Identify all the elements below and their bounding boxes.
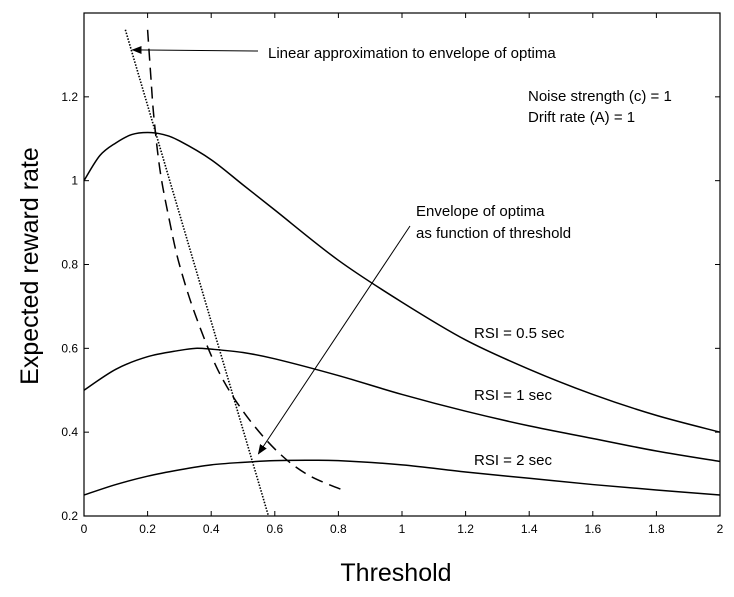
noise-strength-label: Noise strength (c) = 1: [528, 88, 672, 105]
rsi-1-label: RSI = 1 sec: [474, 387, 552, 404]
series-layer: [83, 29, 721, 517]
y-tick-label: 0.6: [61, 341, 78, 355]
series-line-0: [83, 131, 721, 433]
linear-approx-label: Linear approximation to envelope of opti…: [268, 45, 556, 62]
x-tick-label: 0.2: [139, 522, 156, 536]
envelope-label-line2: as function of threshold: [416, 225, 571, 242]
x-tick-label: 1.2: [457, 522, 474, 536]
x-tick-label: 0.8: [330, 522, 347, 536]
rsi-2-label: RSI = 2 sec: [474, 452, 552, 469]
series-line-3: [146, 29, 346, 492]
envelope-arrow: [257, 225, 411, 455]
y-tick-label: 1: [71, 174, 78, 188]
y-tick-label: 1.2: [61, 90, 78, 104]
rsi-05-label: RSI = 0.5 sec: [474, 325, 565, 342]
x-tick-label: 1: [399, 522, 406, 536]
x-tick-label: 0: [81, 522, 88, 536]
x-tick-label: 1.4: [521, 522, 538, 536]
x-tick-label: 2: [717, 522, 724, 536]
envelope-label-line1: Envelope of optima: [416, 203, 545, 220]
series-line-1: [83, 347, 721, 463]
x-axis-title: Threshold: [340, 559, 451, 587]
series-line-2: [83, 459, 721, 496]
y-tick-label: 0.4: [61, 425, 78, 439]
y-tick-label: 0.8: [61, 258, 78, 272]
series-line-4: [124, 29, 270, 517]
y-axis-ticks: 0.2 0.4 0.6 0.8 1 1.2: [61, 90, 720, 523]
x-tick-label: 1.6: [584, 522, 601, 536]
drift-rate-label: Drift rate (A) = 1: [528, 109, 635, 126]
x-tick-label: 0.6: [266, 522, 283, 536]
x-axis-ticks: 0 0.2 0.4 0.6 0.8 1 1.2 1.4 1.6 1.8 2: [81, 13, 724, 536]
x-tick-label: 0.4: [203, 522, 220, 536]
x-tick-label: 1.8: [648, 522, 665, 536]
y-axis-title: Expected reward rate: [16, 147, 44, 385]
y-tick-label: 0.2: [61, 509, 78, 523]
linear-approx-arrow: [131, 45, 259, 54]
